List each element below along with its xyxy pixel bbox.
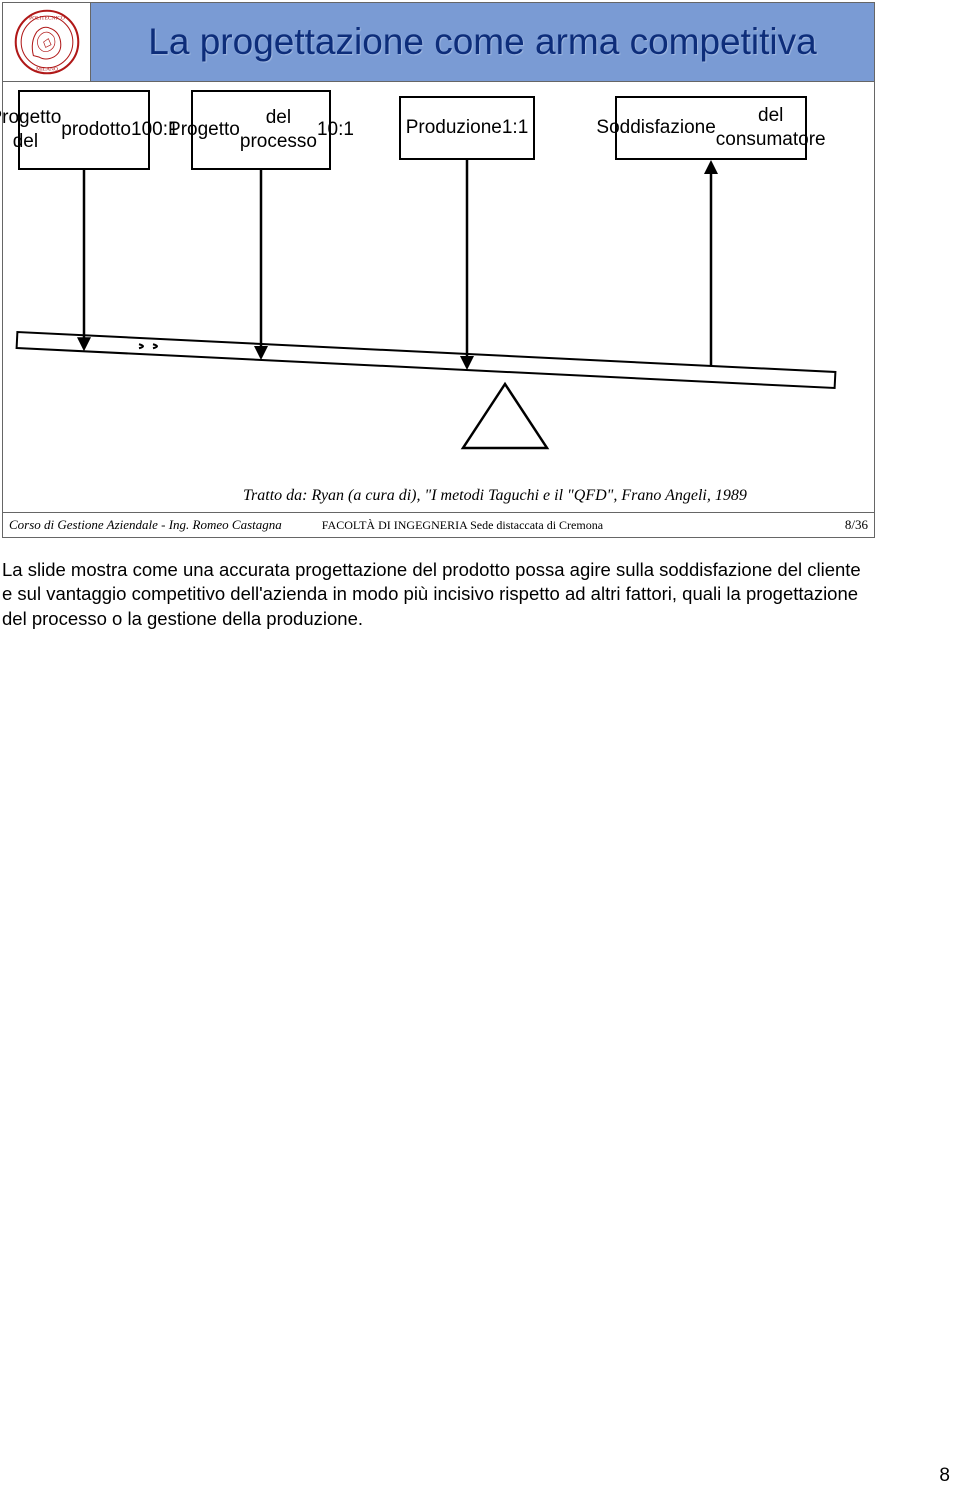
diagram-box-1: Progettodel processo10:1 [191,90,331,170]
slide-caption: La slide mostra come una accurata proget… [2,558,872,631]
diagram-box-0: Progetto delprodotto100:1 [18,90,150,170]
svg-text:MILANO: MILANO [36,67,58,73]
page-number: 8 [939,1465,950,1487]
diagram-box-3: Soddisfazionedel consumatore [615,96,807,160]
slide-footer: Corso di Gestione Aziendale - Ing. Romeo… [3,512,874,537]
logo-cell: POLITECNICO MILANO [3,3,91,81]
footer-left: Corso di Gestione Aziendale - Ing. Romeo… [9,517,322,533]
diagram-citation: Tratto da: Ryan (a cura di), "I metodi T… [243,487,747,505]
slide-title: La progettazione come arma competitiva [148,23,816,62]
diagram-box-2: Produzione1:1 [399,96,535,160]
footer-right: 8/36 [845,517,868,533]
lever-diagram: Progetto delprodotto100:1 Progettodel pro… [3,82,874,512]
svg-text:POLITECNICO: POLITECNICO [29,16,65,22]
slide-header: POLITECNICO MILANO La progettazione come… [3,3,874,82]
slide-container: POLITECNICO MILANO La progettazione come… [2,2,875,538]
footer-center: FACOLTÀ DI INGEGNERIA Sede distaccata di… [322,518,845,533]
title-cell: La progettazione come arma competitiva [91,3,874,81]
polimi-logo: POLITECNICO MILANO [13,8,81,76]
